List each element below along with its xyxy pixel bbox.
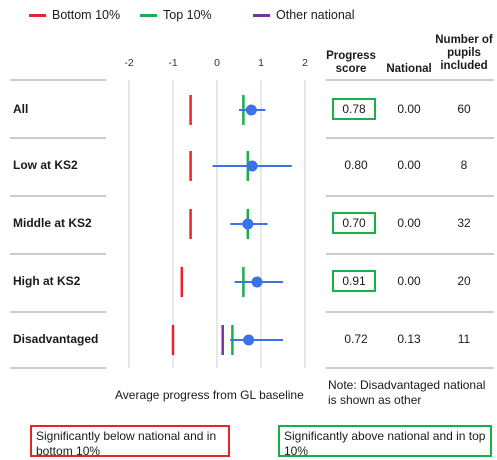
x-tick-label: 1 [258, 57, 264, 69]
header-number-of-pupils: Number of pupils included [435, 34, 493, 72]
x-tick-label: -2 [124, 57, 133, 69]
pupils-count-cell: 11 [457, 332, 471, 346]
legend-swatch-purple [253, 13, 270, 17]
row-label: All [13, 102, 29, 116]
pupils-count-cell: 32 [457, 216, 471, 230]
header-national: National [386, 63, 432, 75]
legend-other-national: Other national [253, 7, 355, 23]
progress-score-cell: 0.70 [332, 212, 376, 234]
legend-label: Bottom 10% [52, 8, 121, 22]
row-label: Middle at KS2 [13, 216, 92, 230]
footnote: Note: Disadvantaged national is shown as… [328, 378, 486, 407]
national-cell: 0.00 [397, 274, 421, 288]
progress-score-cell: 0.72 [344, 332, 368, 346]
key-box-significantly-above: Significantly above national and in top … [278, 425, 492, 458]
row-label: Low at KS2 [13, 158, 78, 172]
key-box-significantly-below: Significantly below national and in bott… [30, 425, 230, 458]
progress-score-cell: 0.91 [332, 270, 376, 292]
pupils-count-cell: 8 [460, 158, 468, 172]
x-tick-label: 2 [302, 57, 308, 69]
national-cell: 0.13 [397, 332, 421, 346]
legend-top10: Top 10% [140, 7, 212, 23]
row-label: Disadvantaged [13, 332, 99, 346]
national-cell: 0.00 [397, 158, 421, 172]
x-tick-label: -1 [168, 57, 177, 69]
national-cell: 0.00 [397, 102, 421, 116]
header-progress-score: Progress score [326, 50, 376, 75]
pupils-count-cell: 20 [457, 274, 471, 288]
pupils-count-cell: 60 [457, 102, 471, 116]
legend-swatch-red [29, 13, 46, 17]
progress-point [251, 276, 263, 288]
progress-score-cell: 0.80 [344, 158, 368, 172]
progress-score-cell: 0.78 [332, 98, 376, 120]
progress-point [242, 218, 254, 230]
x-axis-title: Average progress from GL baseline [115, 388, 304, 402]
national-cell: 0.00 [397, 216, 421, 230]
legend-label: Other national [276, 8, 355, 22]
progress-point [243, 334, 255, 346]
legend-label: Top 10% [163, 8, 212, 22]
x-tick-label: 0 [214, 57, 220, 69]
progress-point [246, 160, 258, 172]
row-label: High at KS2 [13, 274, 81, 288]
progress-point [245, 104, 257, 116]
legend-bottom10: Bottom 10% [29, 7, 120, 23]
legend-swatch-green [140, 13, 157, 17]
